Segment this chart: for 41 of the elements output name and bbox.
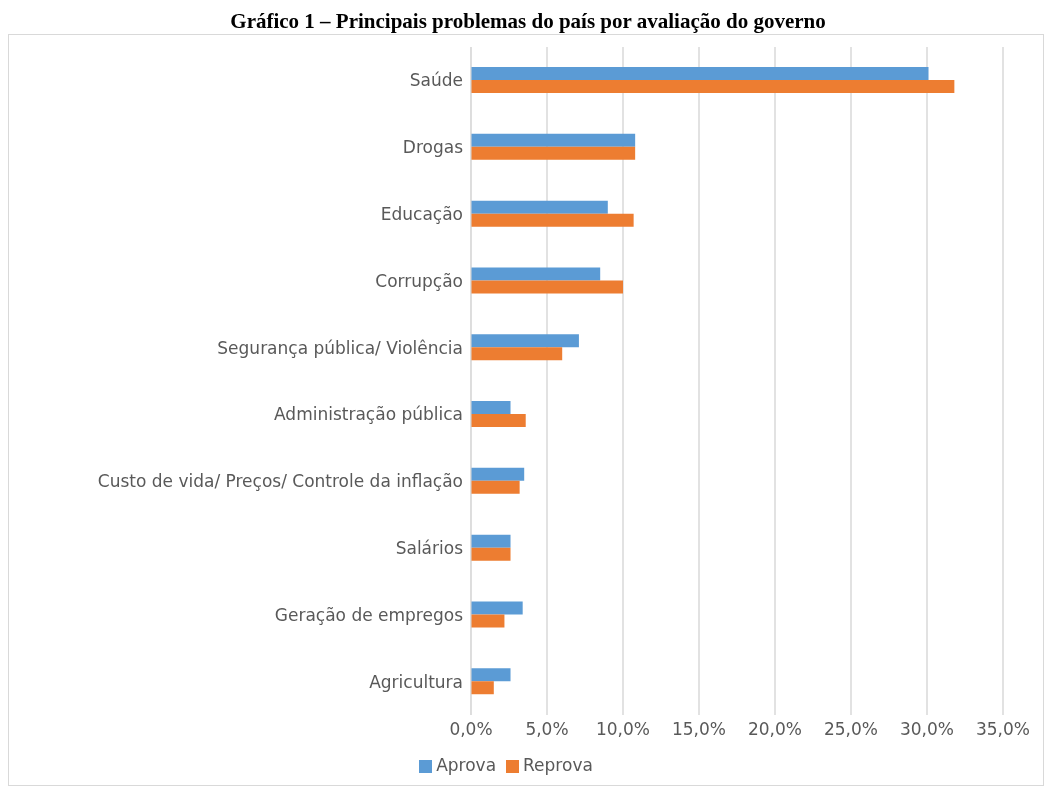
y-tick-label: Salários xyxy=(395,538,464,559)
y-tick-label: Corrupção xyxy=(375,270,463,291)
legend-label: Aprova xyxy=(436,755,497,775)
x-tick-label: 20,0% xyxy=(747,719,803,740)
bar xyxy=(471,480,520,494)
bar xyxy=(471,534,511,548)
bar xyxy=(471,681,494,695)
x-tick-label: 10,0% xyxy=(595,719,651,740)
bar xyxy=(471,80,955,94)
x-tick-label: 35,0% xyxy=(975,719,1031,740)
bar xyxy=(471,267,601,281)
y-tick-label: Agricultura xyxy=(369,671,463,692)
bar xyxy=(471,547,511,561)
bar xyxy=(471,67,929,81)
chart-title: Gráfico 1 – Principais problemas do país por avaliação do governo xyxy=(229,8,827,34)
bar xyxy=(471,401,511,415)
y-tick-label: Administração pública xyxy=(274,404,463,425)
bar xyxy=(471,347,563,361)
y-tick-label: Saúde xyxy=(409,70,463,91)
bar xyxy=(471,467,525,481)
legend-label: Reprova xyxy=(523,755,593,775)
x-tick-label: 25,0% xyxy=(823,719,879,740)
bar xyxy=(471,414,526,428)
y-tick-label: Educação xyxy=(380,204,463,225)
bar xyxy=(471,668,511,682)
bar xyxy=(471,280,623,294)
y-tick-label: Geração de empregos xyxy=(274,604,464,625)
bar xyxy=(471,146,636,160)
bar xyxy=(471,200,608,214)
y-tick-label: Custo de vida/ Preços/ Controle da inflação xyxy=(97,471,463,492)
bar xyxy=(471,334,579,348)
bar xyxy=(471,614,505,628)
bar xyxy=(471,133,636,147)
x-tick-label: 0,0% xyxy=(449,719,493,740)
bar xyxy=(471,601,523,615)
x-tick-label: 30,0% xyxy=(899,719,955,740)
y-tick-label: Drogas xyxy=(402,137,464,158)
x-tick-label: 5,0% xyxy=(525,719,569,740)
y-tick-label: Segurança pública/ Violência xyxy=(217,337,463,358)
bar xyxy=(471,213,634,227)
x-tick-label: 15,0% xyxy=(671,719,727,740)
